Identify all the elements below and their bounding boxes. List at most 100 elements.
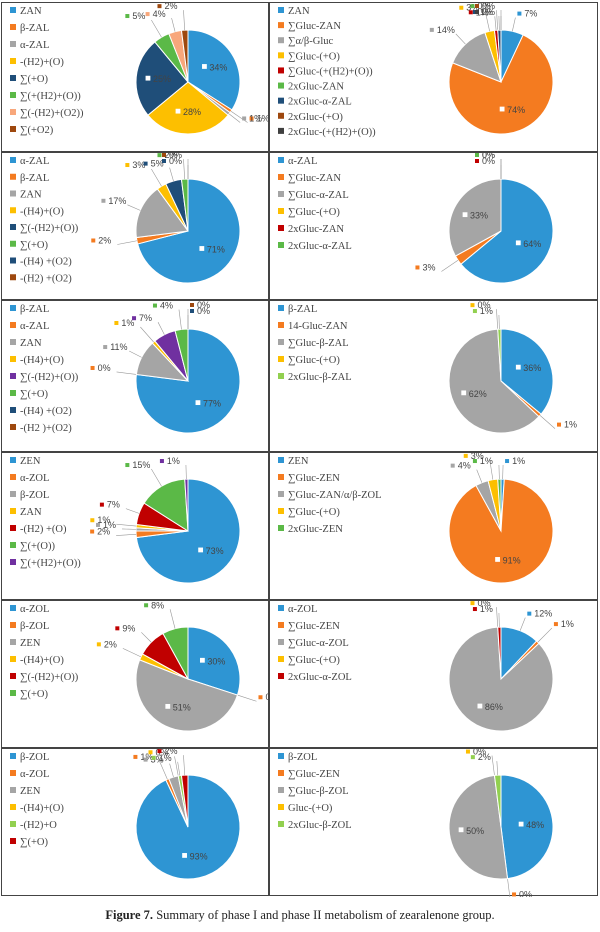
legend-swatch <box>278 605 284 611</box>
legend-entry: -(H2)+(O) <box>20 57 64 68</box>
chart-panel: α-ZOL ∑Gluc-ZEN ∑Gluc-α-ZOL ∑Gluc-(+O) 2xGlu… <box>269 600 598 748</box>
pie-chart: β-ZAL 14-Gluc-ZAN ∑Gluc-β-ZAL ∑Gluc-(+O) 2xG… <box>278 301 577 434</box>
data-label-marker <box>450 463 455 468</box>
data-label: 7% <box>107 500 120 510</box>
leader-line <box>237 694 257 702</box>
legend-swatch <box>10 787 16 793</box>
data-label-marker <box>103 345 108 350</box>
data-label: 1% <box>159 753 172 763</box>
data-label: 1% <box>249 113 262 123</box>
leader-line <box>169 763 174 778</box>
data-label-marker <box>470 4 475 9</box>
data-label-marker <box>174 107 182 115</box>
pie-slice <box>448 626 554 732</box>
legend-entry: ∑(+O) <box>20 837 48 848</box>
data-label-marker <box>101 198 106 203</box>
data-label: 1% <box>97 515 110 525</box>
pie-slice <box>137 178 241 284</box>
legend-swatch <box>10 770 16 776</box>
leader-line <box>151 468 162 487</box>
legend-entry: 2xGluc-α-ZAL <box>288 241 352 252</box>
legend-swatch <box>10 673 16 679</box>
data-label-marker <box>152 303 157 308</box>
pie-chart: α-ZAL ∑Gluc-ZAN ∑Gluc-α-ZAL ∑Gluc-(+O) 2xGlu… <box>278 153 554 284</box>
data-label-marker <box>133 754 138 759</box>
leader-line <box>157 322 165 335</box>
chart-panel: ZEN α-ZOL β-ZOL ZAN -(H2) +(O) ∑(+(O)) ∑(+(H2)… <box>1 452 269 600</box>
legend-entry: ZEN <box>288 456 309 467</box>
legend-entry: ∑(+O) <box>20 74 48 85</box>
legend-swatch <box>10 356 16 362</box>
legend-entry: ∑Gluc-(+O) <box>288 655 340 666</box>
data-label: 0% <box>197 306 210 316</box>
data-label: 14% <box>437 25 455 35</box>
legend-entry: ZEN <box>20 456 41 467</box>
legend-entry: ∑(+(H2)+(O)) <box>20 91 81 102</box>
leader-line <box>183 755 186 776</box>
data-label: 0% <box>482 7 495 17</box>
data-label: 51% <box>173 702 191 712</box>
legend-swatch <box>278 157 284 163</box>
data-label: 0% <box>156 749 169 757</box>
legend-entry: α-ZOL <box>20 604 49 615</box>
pie-slice <box>500 774 554 880</box>
legend-swatch <box>278 474 284 480</box>
legend-entry: 2xGluc-(+O) <box>288 112 343 123</box>
data-label-marker <box>132 316 137 321</box>
leader-line <box>512 17 516 32</box>
legend-swatch <box>278 82 284 89</box>
pie-slice <box>448 328 540 434</box>
legend-entry: ∑α/β-Gluc <box>288 36 333 47</box>
legend-swatch <box>278 191 284 197</box>
leader-line <box>116 523 137 527</box>
legend-entry: ∑Gluc-ZEN <box>288 473 340 484</box>
legend-entry: ZAN <box>20 190 42 201</box>
chart-panel: ZAN β-ZAL α-ZAL -(H2)+(O) ∑(+O) ∑(+(H2)+(O)) ∑… <box>1 2 270 152</box>
data-label: 3% <box>471 453 484 461</box>
data-label: 73% <box>206 546 224 556</box>
leader-line <box>496 607 499 628</box>
data-label: 93% <box>190 851 208 861</box>
legend-swatch <box>10 157 16 163</box>
data-label: 0% <box>477 3 490 11</box>
leader-line <box>141 632 152 643</box>
data-label-marker <box>475 10 479 14</box>
legend-entry: β-ZOL <box>288 752 317 763</box>
data-label: 0% <box>482 3 495 11</box>
legend-swatch <box>278 639 284 645</box>
pie-chart: α-ZAL β-ZAL ZAN -(H4)+(O) ∑(-(H2)+(O)) ∑(+O) -… <box>10 153 241 284</box>
legend-swatch <box>10 622 16 628</box>
chart-panel: ZEN ∑Gluc-ZEN ∑Gluc-ZAN/α/β-ZOL ∑Gluc-(+O) 2… <box>269 452 598 600</box>
data-label: 1% <box>140 752 153 762</box>
legend-swatch <box>10 559 16 565</box>
data-label: 4% <box>153 9 166 19</box>
legend-entry: -(H4)+(O) <box>20 355 64 366</box>
leader-line <box>116 371 137 375</box>
data-label: 5% <box>151 159 164 169</box>
legend-swatch <box>10 274 16 281</box>
leader-line <box>183 159 186 180</box>
legend-swatch <box>10 491 16 497</box>
data-label-marker <box>557 422 562 427</box>
chart-panel: α-ZAL β-ZAL ZAN -(H4)+(O) ∑(-(H2)+(O)) ∑(+O) -… <box>1 152 269 300</box>
data-label: 4% <box>458 461 471 471</box>
data-label-marker <box>180 851 189 860</box>
legend-entry: β-ZOL <box>20 752 49 763</box>
legend-swatch <box>10 639 16 645</box>
legend-swatch <box>10 41 16 47</box>
data-label: 15% <box>132 460 150 470</box>
data-label: 0% <box>169 153 182 160</box>
legend-entry: ∑(+O) <box>20 689 48 700</box>
legend-entry: ∑(+O) <box>20 240 48 251</box>
data-label: 71% <box>207 244 225 254</box>
data-label-marker <box>157 4 162 9</box>
data-label: 64% <box>523 239 541 249</box>
pie-slice <box>135 659 239 732</box>
legend-swatch <box>10 457 16 463</box>
data-label-marker <box>90 365 95 370</box>
pie-chart: β-ZOL ∑Gluc-ZEN ∑Gluc-β-ZOL Gluc-(+O) 2xGluc… <box>278 749 554 897</box>
data-label-marker <box>164 702 172 710</box>
pie-slice <box>143 478 189 532</box>
legend-entry: ∑(-(H2)+(O)) <box>20 223 79 234</box>
legend-entry: β-ZAL <box>20 304 49 315</box>
